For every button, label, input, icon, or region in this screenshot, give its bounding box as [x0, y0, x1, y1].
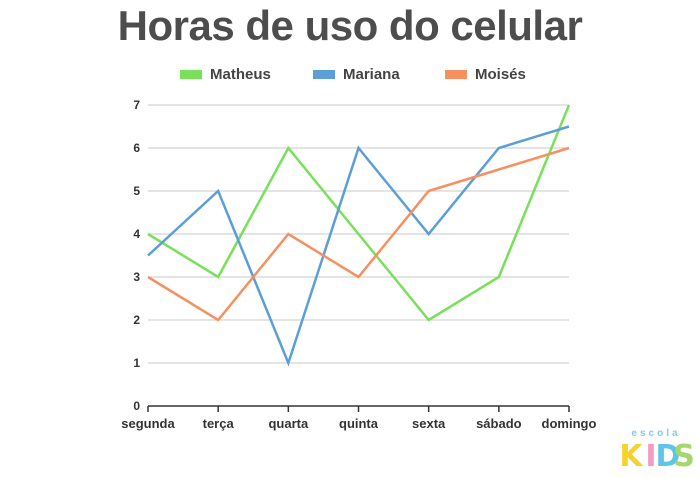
legend: Matheus Mariana Moisés: [0, 66, 700, 88]
legend-item-matheus: Matheus: [180, 66, 271, 83]
legend-swatch-moises: [445, 70, 467, 79]
legend-label-matheus: Matheus: [210, 66, 271, 83]
x-tick-label: terça: [203, 416, 235, 431]
y-tick-label: 0: [133, 399, 140, 413]
x-tick-label: quarta: [268, 416, 309, 431]
legend-item-mariana: Mariana: [313, 66, 400, 83]
x-tick-label: quinta: [339, 416, 379, 431]
logo-letter: S: [673, 439, 695, 474]
legend-label-mariana: Mariana: [343, 66, 400, 83]
y-tick-label: 1: [133, 356, 140, 370]
legend-swatch-matheus: [180, 70, 202, 79]
logo-letter: K: [619, 439, 644, 474]
y-tick-label: 4: [133, 227, 140, 241]
chart-title: Horas de uso do celular: [117, 2, 583, 49]
x-tick-label: domingo: [542, 416, 597, 431]
y-tick-label: 6: [133, 141, 140, 155]
series-line-matheus: [147, 104, 571, 322]
series-line-mariana: [147, 125, 570, 367]
y-tick-label: 5: [133, 184, 140, 198]
y-tick-label: 2: [133, 313, 140, 327]
legend-swatch-mariana: [313, 70, 335, 79]
logo-letter: I: [645, 439, 656, 474]
y-tick-label: 3: [133, 270, 140, 284]
x-tick-label: sexta: [412, 416, 446, 431]
series-line-moiss: [147, 146, 570, 322]
legend-label-moises: Moisés: [475, 66, 526, 83]
x-tick-label: sábado: [476, 416, 522, 431]
logo-main-text: K IDS: [619, 439, 694, 474]
legend-item-moises: Moisés: [445, 66, 526, 83]
x-tick-label: segunda: [121, 416, 175, 431]
logo-top-text: escola: [631, 428, 680, 439]
logo-letter: D: [656, 439, 681, 474]
y-tick-label: 7: [133, 98, 140, 112]
